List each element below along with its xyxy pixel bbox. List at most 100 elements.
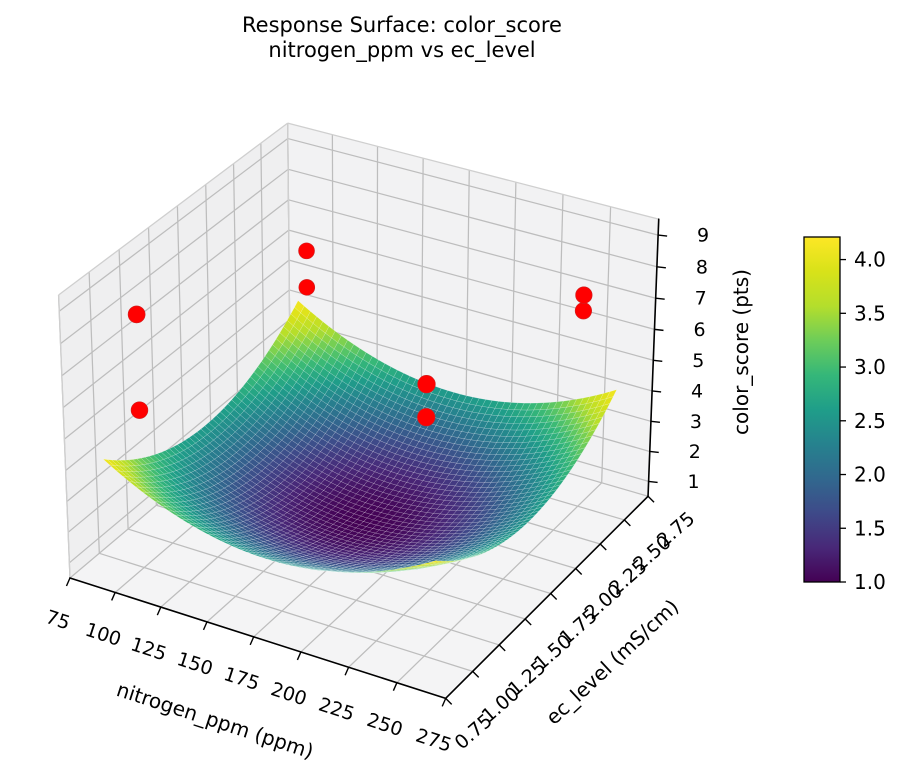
grid-right-wall-x bbox=[601, 206, 612, 483]
surface-facet bbox=[436, 560, 448, 564]
x-tick-label: 275 bbox=[413, 725, 454, 757]
x-tick-label: 250 bbox=[364, 709, 405, 741]
x-tick-label: 125 bbox=[128, 633, 169, 665]
grid-right-wall-z bbox=[289, 289, 653, 392]
y-axis-tick bbox=[575, 568, 583, 576]
x-tick-label: 200 bbox=[268, 678, 309, 710]
z-axis-tick bbox=[654, 328, 664, 332]
x-axis-tick bbox=[392, 682, 398, 691]
grid-right-wall-z bbox=[288, 199, 656, 299]
colorbar-tick-label: 3.5 bbox=[854, 301, 886, 325]
y-axis-label: ec_level (mS/cm) bbox=[541, 594, 683, 729]
surface-facet bbox=[517, 521, 529, 528]
z-axis-spine bbox=[647, 218, 660, 498]
z-tick-label: 7 bbox=[695, 288, 707, 310]
surface-facet bbox=[588, 423, 600, 432]
scatter-point bbox=[130, 401, 149, 419]
chart-title-line-1: Response Surface: color_score bbox=[242, 13, 562, 38]
z-tick-label: 9 bbox=[697, 225, 709, 247]
z-tick-label: 2 bbox=[689, 441, 701, 463]
surface-facet bbox=[499, 537, 511, 543]
x-axis-spine bbox=[69, 577, 447, 700]
colorbar-tick-label: 3.0 bbox=[854, 355, 886, 379]
z-axis-tick bbox=[652, 390, 662, 393]
scatter-point bbox=[127, 305, 146, 324]
colorbar-tick-label: 1.5 bbox=[854, 516, 886, 540]
y-axis-spine bbox=[444, 495, 649, 700]
scatter-point bbox=[574, 302, 592, 320]
surface-facet bbox=[606, 389, 617, 399]
grid-floor-y bbox=[127, 528, 500, 646]
grid-left-wall-y bbox=[232, 163, 239, 437]
grid-right-wall-z bbox=[288, 229, 655, 330]
y-axis-tick bbox=[524, 618, 532, 626]
x-tick-label: 225 bbox=[316, 694, 357, 726]
grid-left-wall-z bbox=[63, 259, 290, 440]
surface-mesh bbox=[102, 300, 617, 574]
x-axis-tick bbox=[296, 651, 302, 661]
z-axis-tick bbox=[650, 420, 661, 424]
surface-facet bbox=[459, 557, 471, 562]
z-tick-label: 4 bbox=[691, 380, 703, 402]
x-tick-label: 100 bbox=[82, 619, 123, 651]
grid-left-wall-z bbox=[60, 168, 289, 345]
colorbar: 1.0 1.5 2.0 2.5 3.0 3.5 4.0 bbox=[803, 236, 886, 594]
z-tick-label: 5 bbox=[692, 350, 704, 372]
y-axis-tick bbox=[599, 543, 607, 551]
x-tick-label: 175 bbox=[221, 663, 262, 695]
grid-left-wall-z bbox=[62, 229, 290, 409]
grid-left-wall-y bbox=[205, 184, 213, 459]
y-axis-tick bbox=[623, 519, 631, 527]
grid-left-wall-z bbox=[58, 138, 289, 312]
z-tick-label: 8 bbox=[696, 256, 708, 278]
y-axis-tick bbox=[498, 644, 506, 652]
grid-right-wall-z bbox=[287, 168, 658, 268]
z-tick-label: 1 bbox=[688, 471, 700, 493]
edge-top-right bbox=[287, 122, 659, 220]
z-axis-tick bbox=[658, 234, 668, 237]
x-axis-tick bbox=[344, 666, 350, 676]
z-axis-tick bbox=[648, 480, 658, 484]
colorbar-tick-label: 4.0 bbox=[854, 248, 886, 272]
x-axis-tick bbox=[156, 606, 162, 616]
grid-left-wall-z bbox=[66, 319, 291, 503]
z-axis-tick bbox=[649, 450, 659, 454]
x-axis-tick bbox=[202, 621, 208, 631]
chart-title-line-2: nitrogen_ppm vs ec_level bbox=[268, 38, 535, 63]
grid-left-wall-y bbox=[118, 249, 129, 530]
x-tick-label: 150 bbox=[174, 648, 215, 680]
surface-facet bbox=[563, 464, 575, 473]
z-tick-label: 6 bbox=[693, 319, 705, 341]
edge-left-vertical bbox=[57, 294, 71, 579]
x-axis-tick bbox=[441, 698, 447, 707]
scatter-point bbox=[417, 408, 436, 427]
scatter-point bbox=[298, 279, 316, 296]
edge-top-left bbox=[58, 122, 289, 296]
y-axis-tick bbox=[472, 670, 480, 678]
y-axis-tick bbox=[445, 697, 453, 705]
z-axis-tick bbox=[653, 359, 663, 362]
x-axis-tick bbox=[65, 577, 71, 587]
surface-facet bbox=[428, 560, 441, 564]
surface-facet bbox=[592, 416, 603, 426]
scatter-point bbox=[298, 242, 315, 260]
surface-facet bbox=[492, 542, 504, 547]
grid-right-wall-z bbox=[287, 137, 659, 236]
x-axis-tick bbox=[111, 592, 116, 601]
surface-facet bbox=[503, 534, 515, 540]
surface-facet bbox=[560, 469, 572, 478]
grid-left-wall-z bbox=[65, 289, 290, 471]
grid-floor-x bbox=[396, 482, 603, 684]
y-axis-tick bbox=[550, 593, 558, 601]
x-axis-tick bbox=[249, 636, 255, 646]
z-tick-label: 3 bbox=[690, 411, 702, 433]
grid-right-wall-z bbox=[288, 259, 654, 361]
surface-facet bbox=[495, 539, 507, 545]
z-axis-tick bbox=[656, 266, 666, 269]
grid-floor-y bbox=[99, 552, 473, 672]
z-axis-tick bbox=[655, 297, 665, 300]
grid-left-wall-y bbox=[88, 272, 100, 554]
y-axis-tick bbox=[647, 495, 655, 503]
